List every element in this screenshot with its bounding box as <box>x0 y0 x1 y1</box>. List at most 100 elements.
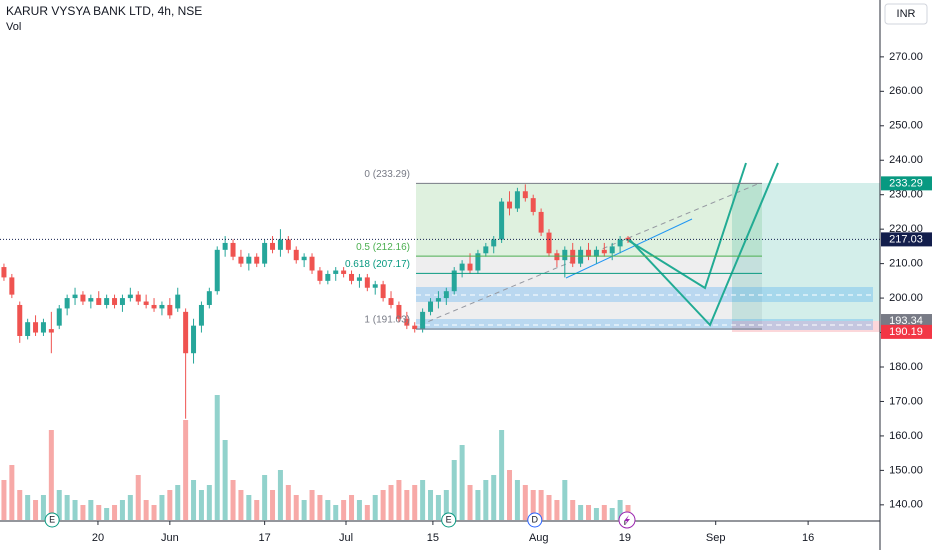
candle-body <box>459 263 465 271</box>
volume-bar <box>325 500 331 520</box>
fib-label: 0.5 (212.16) <box>356 242 410 253</box>
volume-label: Vol <box>6 21 21 33</box>
y-tick-label: 240.00 <box>889 154 923 166</box>
currency[interactable]: INR <box>897 8 916 20</box>
candle-body <box>562 249 568 261</box>
volume-bar <box>380 490 386 520</box>
volume-bar <box>56 490 62 520</box>
candle-body <box>135 294 141 302</box>
volume-bar <box>372 495 378 520</box>
event-label: E <box>49 514 55 524</box>
volume-bar <box>593 508 599 520</box>
price-label-box <box>881 176 932 191</box>
candle-body <box>175 294 181 309</box>
x-tick-label: 20 <box>92 532 104 544</box>
event-marker <box>441 512 457 528</box>
candle-body <box>507 201 513 209</box>
candle-body <box>293 249 299 261</box>
x-tick-label: Jun <box>161 532 179 544</box>
candle-body <box>48 329 54 333</box>
candle-body <box>25 322 31 336</box>
y-tick-label: 210.00 <box>889 258 923 270</box>
candle-body <box>127 294 133 299</box>
y-tick-label: 170.00 <box>889 395 923 407</box>
volume-bar <box>538 490 544 520</box>
candle-body <box>317 270 323 281</box>
volume-bar <box>104 508 110 520</box>
candle-body <box>491 239 497 247</box>
candle-body <box>356 277 362 281</box>
candle-body <box>80 294 86 302</box>
candle-body <box>119 298 125 305</box>
candle-body <box>270 242 276 250</box>
candle-body <box>238 256 244 264</box>
candle-body <box>325 273 331 281</box>
volume-bar <box>151 505 157 520</box>
candle-body <box>475 253 481 271</box>
x-tick-label: 17 <box>259 532 271 544</box>
candle-body <box>586 249 592 257</box>
currency-box[interactable] <box>884 3 928 25</box>
x-tick-label: 19 <box>619 532 631 544</box>
volume-bar <box>206 485 212 520</box>
candle-body <box>88 298 94 302</box>
candle-body <box>96 298 102 305</box>
candle-body <box>56 308 62 326</box>
volume-bar <box>309 490 315 520</box>
candle-body <box>333 270 339 274</box>
volume-bar <box>475 490 481 520</box>
candle-body <box>593 249 599 257</box>
volume-bar <box>435 495 441 520</box>
fib-label: 0 (233.29) <box>364 169 410 180</box>
volume-bar <box>17 490 23 520</box>
volume-bar <box>364 505 370 520</box>
volume-bar <box>198 490 204 520</box>
volume-bar <box>88 500 94 520</box>
candle-body <box>254 256 260 264</box>
candle-body <box>33 322 39 333</box>
candle-body <box>467 263 473 271</box>
candle-body <box>349 273 355 281</box>
volume-bar <box>617 500 623 520</box>
candle-body <box>420 311 426 330</box>
candle-body <box>214 249 220 292</box>
long-profit-zone <box>732 183 880 321</box>
candle-body <box>396 304 402 319</box>
volume-bar <box>514 480 520 520</box>
candle-body <box>246 256 252 264</box>
y-tick-label: 220.00 <box>889 223 923 235</box>
candle-body <box>609 246 615 254</box>
fib-label: 0.618 (207.17) <box>345 259 410 270</box>
volume-bar <box>254 500 260 520</box>
x-tick-label: 15 <box>427 532 439 544</box>
projection-path <box>625 162 747 290</box>
volume-bar <box>443 490 449 520</box>
candle-body <box>285 239 291 250</box>
volume-bar <box>285 485 291 520</box>
trend-line <box>565 218 693 279</box>
y-tick-label: 230.00 <box>889 189 923 201</box>
volume-bar <box>483 480 489 520</box>
y-tick-label: 160.00 <box>889 430 923 442</box>
volume-bar <box>277 470 283 520</box>
price-label: 217.03 <box>889 233 923 245</box>
price-label-box <box>881 324 932 339</box>
x-tick-label: Sep <box>706 532 726 544</box>
event-label: E <box>446 514 452 524</box>
candle-body <box>104 298 110 305</box>
volume-bar <box>554 500 560 520</box>
candle-body <box>17 304 23 336</box>
volume-bar <box>9 465 15 520</box>
volume-bar <box>601 505 607 520</box>
volume-bar <box>578 505 584 520</box>
volume-bar <box>467 485 473 520</box>
volume-bar <box>349 495 355 520</box>
candle-body <box>64 298 70 309</box>
volume-bar <box>420 480 426 520</box>
volume-bar <box>119 500 125 520</box>
volume-bar <box>238 490 244 520</box>
candle-body <box>230 242 236 257</box>
y-tick-label: 250.00 <box>889 120 923 132</box>
price-label: 190.19 <box>889 326 923 338</box>
